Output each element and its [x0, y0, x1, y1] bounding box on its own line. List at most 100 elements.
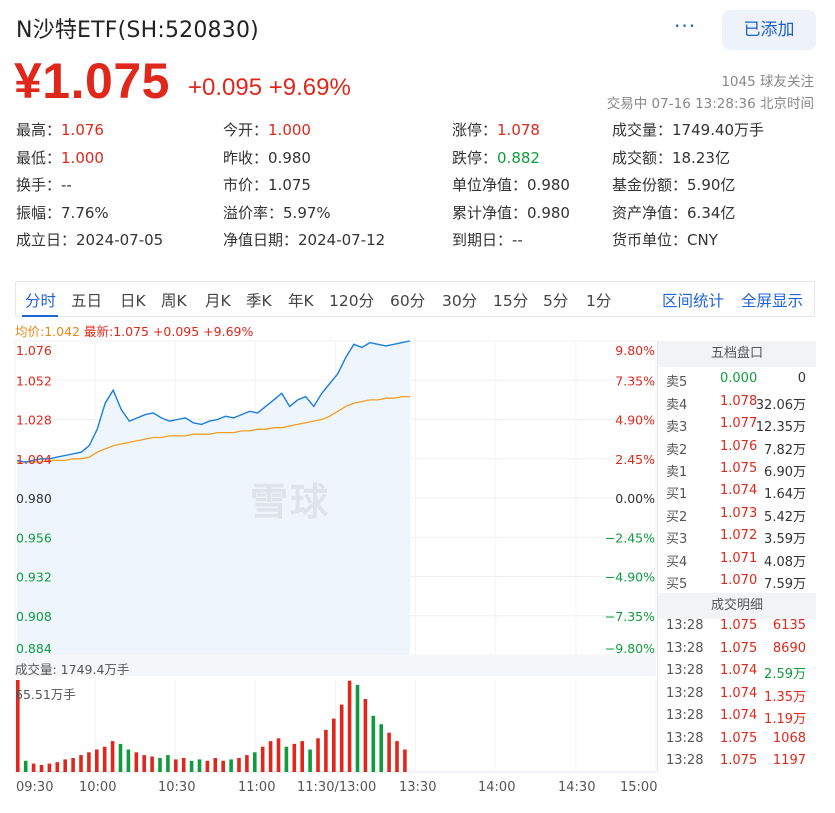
tab-10[interactable]: 15分 [493, 292, 529, 310]
row-label: 买2 [666, 509, 688, 525]
row-price: 1.073 [720, 505, 758, 521]
volume-bar [276, 738, 281, 772]
volume-title: 成交量: 1749.4万手 [15, 662, 130, 677]
bid-row: 买2 1.073 5.42万 [658, 503, 816, 525]
tab-0[interactable]: 分时 [25, 292, 57, 310]
quote-value: -- [512, 231, 523, 249]
row-price: 1.072 [720, 528, 758, 543]
volume-bar [403, 749, 407, 772]
volume-bar [134, 752, 139, 772]
quote-item: 换手：-- [16, 174, 72, 195]
bid-row: 买3 1.072 3.59万 [658, 525, 816, 547]
tab-6[interactable]: 年K [288, 292, 314, 310]
volume-bar [39, 765, 44, 772]
quote-item: 跌停：0.882 [452, 147, 540, 168]
more-icon[interactable]: ··· [674, 14, 697, 38]
y-pct-tick-label: 4.90% [615, 413, 655, 428]
volume-bar [174, 759, 178, 772]
volume-bar [23, 760, 28, 772]
volume-bar [118, 743, 123, 772]
tab-12[interactable]: 1分 [586, 292, 612, 310]
trade-row: 13:28 1.074 2.59万 [658, 660, 816, 682]
tab-5[interactable]: 季K [246, 292, 272, 310]
quote-item: 单位净值：0.980 [452, 174, 570, 195]
x-tick-label: 11:30/13:00 [297, 780, 376, 795]
quote-value: 5.90亿 [687, 176, 736, 194]
row-price: 1.074 [720, 483, 758, 498]
fullscreen-button[interactable]: 全屏显示 [741, 292, 804, 310]
x-tick-label: 14:30 [558, 780, 595, 795]
quote-label: 净值日期： [223, 231, 299, 249]
quote-label: 最高： [16, 121, 62, 139]
price-line [16, 340, 411, 463]
bid-row: 买4 1.071 4.08万 [658, 548, 816, 570]
row-label: 买1 [666, 487, 688, 502]
order-book-title: 五档盘口 [658, 341, 816, 367]
quote-item: 净值日期：2024-07-12 [223, 229, 385, 250]
quote-label: 基金份额： [612, 176, 688, 194]
y-pct-tick-label: −4.90% [605, 570, 655, 585]
ask-row: 卖5 0.000 0 [658, 368, 816, 390]
avg-price-line [17, 395, 410, 463]
volume-bar [339, 704, 344, 772]
volume-bar [63, 759, 67, 772]
quote-label: 成立日： [16, 231, 77, 249]
tab-1[interactable]: 五日 [71, 292, 103, 310]
x-tick-label: 13:30 [399, 780, 436, 795]
row-price: 1.075 [720, 618, 758, 633]
tab-11[interactable]: 5分 [543, 292, 569, 310]
y-tick-label: 1.076 [16, 343, 52, 358]
quote-value: 1.075 [268, 176, 311, 194]
bid-row: 买1 1.074 1.64万 [658, 480, 816, 502]
tab-3[interactable]: 周K [161, 292, 187, 310]
row-price: 0.000 [720, 371, 758, 386]
row-price: 1.078 [720, 393, 758, 409]
quote-label: 市价： [223, 176, 269, 194]
tab-8[interactable]: 60分 [390, 292, 426, 310]
volume-bar [189, 760, 194, 772]
volume-bar [221, 760, 225, 772]
y-pct-tick-label: 9.80% [615, 343, 655, 358]
volume-bar [332, 718, 336, 772]
volume-bar [126, 749, 131, 772]
x-tick-label: 09:30 [16, 780, 53, 795]
volume-bar [87, 752, 91, 772]
volume-bar [102, 746, 107, 772]
volume-bar [387, 732, 391, 772]
volume-bar [47, 763, 52, 772]
trade-row: 13:28 1.075 6135 [658, 615, 816, 637]
row-label: 13:28 [666, 618, 704, 633]
row-volume: 7.82万 [764, 442, 806, 458]
tab-9[interactable]: 30分 [442, 292, 478, 310]
row-label: 13:28 [666, 708, 704, 723]
quote-item: 涨停：1.078 [452, 119, 540, 140]
y-pct-tick-label: −9.80% [605, 641, 655, 656]
y-tick-label: 1.052 [16, 373, 52, 388]
quote-item: 基金份额：5.90亿 [612, 174, 735, 195]
volume-header-band [15, 656, 656, 676]
row-label: 卖4 [666, 397, 688, 413]
range-stats-button[interactable]: 区间统计 [662, 292, 725, 310]
quote-value: 0.980 [527, 176, 570, 194]
tab-7[interactable]: 120分 [329, 292, 375, 310]
quote-item: 最高：1.076 [16, 119, 104, 140]
row-volume: 6135 [772, 618, 806, 633]
quote-label: 单位净值： [452, 176, 528, 194]
y-tick-label: 0.932 [16, 570, 52, 585]
ask-row: 卖2 1.076 7.82万 [658, 436, 816, 458]
active-tab-underline [22, 315, 58, 317]
volume-bar [245, 755, 249, 772]
tab-2[interactable]: 日K [120, 292, 146, 310]
quote-item: 最低：1.000 [16, 147, 104, 168]
row-label: 买3 [666, 532, 688, 547]
page-title: N沙特ETF(SH:520830) [16, 18, 259, 43]
quote-label: 到期日： [452, 231, 513, 249]
x-tick-label: 15:00 [620, 780, 657, 795]
quote-label: 溢价率： [223, 204, 284, 222]
volume-bar [308, 749, 312, 772]
follow-button[interactable]: 已添加 [722, 10, 816, 50]
quote-label: 货币单位： [612, 231, 688, 249]
order-book-panel: 五档盘口 卖5 0.000 0 卖4 1.078 32.06万 卖3 1.077 12.35万卖… [657, 341, 816, 773]
tab-4[interactable]: 月K [205, 292, 231, 310]
